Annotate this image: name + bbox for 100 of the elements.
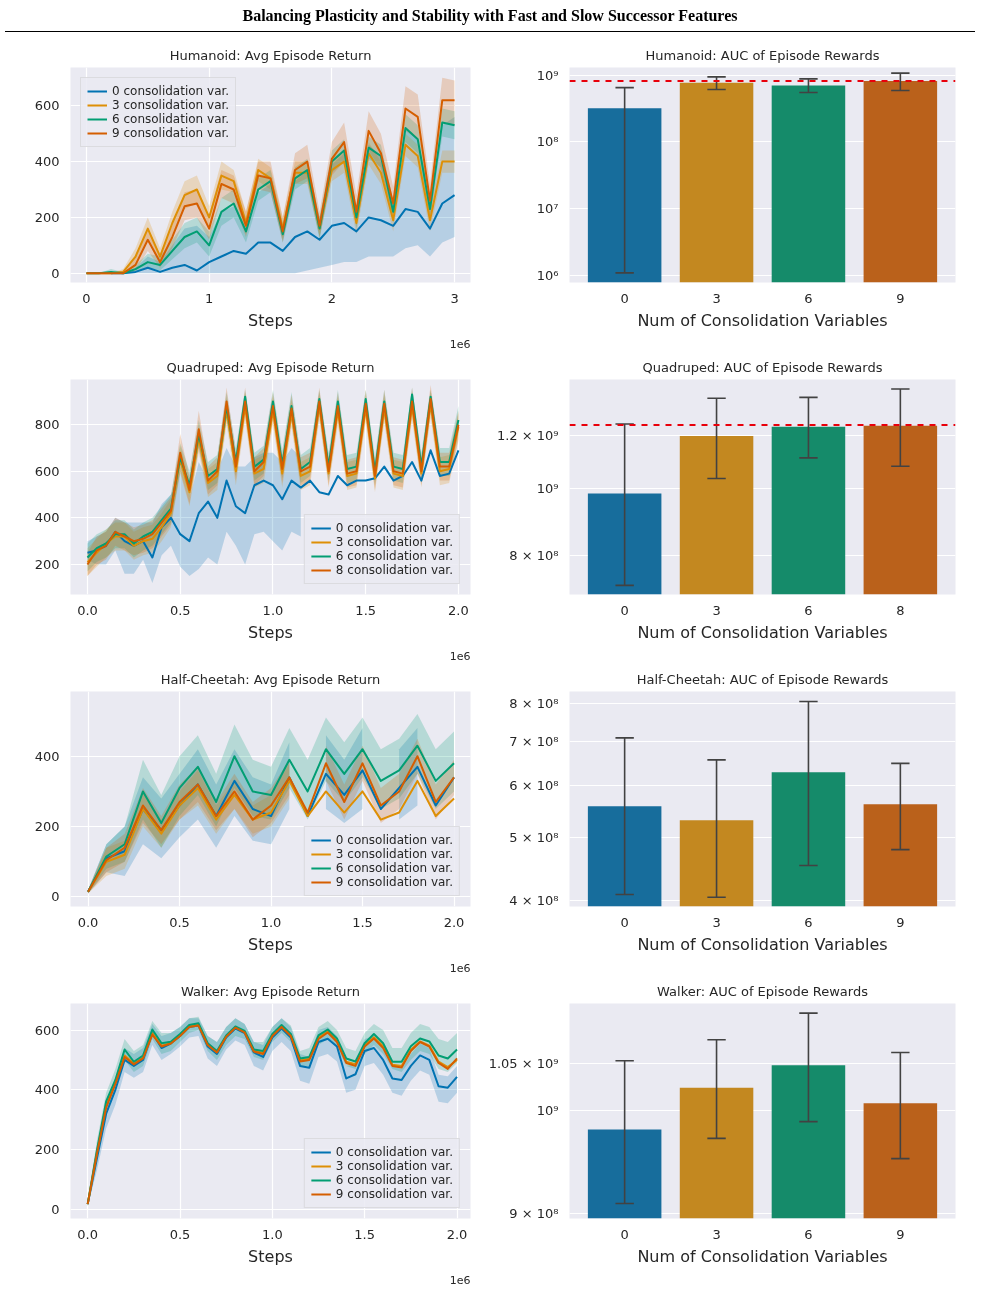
x-tick-label: 2.0 — [448, 602, 469, 618]
y-tick-label: 10⁹ — [536, 1103, 559, 1119]
x-tick-label: 0 — [620, 602, 629, 618]
y-tick-label: 600 — [34, 1022, 60, 1038]
legend-label: 3 consolidation var. — [112, 98, 230, 112]
x-tick-label: 0.0 — [77, 1226, 99, 1242]
x-tick-label: 0.5 — [169, 914, 190, 930]
y-tick-label: 10⁷ — [536, 201, 559, 217]
x-tick-label: 8 — [896, 602, 905, 618]
x-tick-label: 0.5 — [169, 602, 191, 618]
legend-label: 3 consolidation var. — [335, 847, 453, 861]
y-tick-label: 1.2 × 10⁹ — [496, 427, 559, 443]
y-tick-label: 8 × 10⁸ — [509, 696, 559, 712]
x-tick-label: 3 — [712, 1226, 721, 1242]
x-tick-label: 9 — [896, 914, 905, 930]
y-tick-label: 200 — [34, 209, 60, 225]
x-tick-label: 1.0 — [260, 914, 282, 930]
legend-label: 6 consolidation var. — [112, 112, 230, 126]
text: 1e6 — [449, 961, 471, 975]
x-axis-title: Num of Consolidation Variables — [637, 934, 888, 954]
x-tick-label: 0.0 — [77, 602, 98, 618]
y-tick-label: 5 × 10⁸ — [509, 829, 559, 845]
x-tick-label: 0 — [620, 290, 629, 306]
legend-label: 6 consolidation var. — [335, 1173, 453, 1187]
x-tick-label: 6 — [804, 914, 813, 930]
x-tick-label: 6 — [804, 602, 813, 618]
x-tick-label: 0.5 — [169, 1226, 191, 1242]
y-tick-label: 200 — [34, 1142, 60, 1158]
x-tick-label: 3 — [712, 290, 721, 306]
y-tick-label: 800 — [34, 417, 60, 433]
x-tick-label: 0 — [620, 914, 629, 930]
x-tick-label: 6 — [804, 290, 813, 306]
x-tick-label: 1.5 — [352, 914, 373, 930]
x-tick-label: 1 — [205, 290, 214, 306]
chart-title: Quadruped: Avg Episode Return — [166, 359, 375, 375]
y-tick-label: 0 — [51, 889, 60, 905]
x-tick-label: 0 — [620, 1226, 629, 1242]
text: 1e6 — [449, 1273, 471, 1287]
y-tick-label: 4 × 10⁸ — [509, 893, 559, 909]
y-tick-label: 200 — [34, 556, 60, 572]
x-tick-label: 2.0 — [446, 1226, 468, 1242]
chart-title: Walker: AUC of Episode Rewards — [657, 983, 869, 999]
x-axis-title: Steps — [248, 934, 293, 954]
x-axis-title: Steps — [248, 310, 293, 330]
legend-label: 0 consolidation var. — [335, 833, 453, 847]
x-axis-title: Steps — [248, 1246, 293, 1266]
y-tick-label: 10⁹ — [536, 481, 559, 497]
text: 1e6 — [449, 649, 471, 663]
chart-title: Walker: Avg Episode Return — [181, 983, 360, 999]
y-tick-label: 400 — [34, 748, 60, 764]
x-tick-label: 2 — [327, 290, 336, 306]
y-tick-label: 7 × 10⁸ — [509, 734, 559, 750]
chart-title: Humanoid: AUC of Episode Rewards — [645, 47, 880, 63]
y-tick-label: 0 — [51, 1201, 60, 1217]
chart-title: Quadruped: AUC of Episode Rewards — [642, 359, 883, 375]
y-tick-label: 0 — [51, 265, 60, 281]
legend-label: 0 consolidation var. — [335, 1145, 453, 1159]
legend-label: 3 consolidation var. — [335, 1159, 453, 1173]
x-tick-label: 9 — [896, 290, 905, 306]
x-axis-title: Steps — [248, 622, 293, 642]
text: Balancing Plasticity and Stability with Fast and Slow Successor Features — [5, 5, 975, 32]
x-tick-label: 3 — [712, 602, 721, 618]
x-tick-label: 0.0 — [77, 914, 99, 930]
x-axis-title: Num of Consolidation Variables — [637, 310, 888, 330]
y-tick-label: 1.05 × 10⁹ — [488, 1056, 559, 1072]
x-tick-label: 1.0 — [262, 1226, 283, 1242]
chart-title: Humanoid: Avg Episode Return — [169, 47, 372, 63]
x-tick-label: 1.0 — [262, 602, 284, 618]
legend-label: 0 consolidation var. — [112, 84, 230, 98]
legend-label: 9 consolidation var. — [112, 126, 230, 140]
y-tick-label: 400 — [34, 154, 60, 170]
chart-title: Half-Cheetah: Avg Episode Return — [160, 671, 381, 687]
y-tick-label: 10⁸ — [536, 134, 559, 150]
x-tick-label: 2.0 — [443, 914, 465, 930]
x-tick-label: 0 — [82, 290, 91, 306]
y-tick-label: 200 — [34, 819, 60, 835]
y-tick-label: 400 — [34, 1082, 60, 1098]
y-tick-label: 8 × 10⁸ — [509, 547, 559, 563]
x-axis-title: Num of Consolidation Variables — [637, 622, 888, 642]
legend-label: 6 consolidation var. — [335, 549, 453, 563]
y-tick-label: 10⁹ — [536, 67, 559, 83]
text: 1e6 — [449, 337, 471, 351]
legend-label: 6 consolidation var. — [335, 861, 453, 875]
legend-label: 0 consolidation var. — [335, 521, 453, 535]
x-tick-label: 6 — [804, 1226, 813, 1242]
legend-label: 8 consolidation var. — [335, 563, 453, 577]
y-tick-label: 10⁶ — [536, 268, 559, 284]
y-tick-label: 400 — [34, 510, 60, 526]
x-tick-label: 1.5 — [355, 602, 377, 618]
chart-title: Half-Cheetah: AUC of Episode Rewards — [636, 671, 889, 687]
y-tick-label: 600 — [34, 463, 60, 479]
y-tick-label: 6 × 10⁸ — [509, 778, 559, 794]
y-tick-label: 9 × 10⁸ — [509, 1205, 559, 1221]
x-axis-title: Num of Consolidation Variables — [637, 1246, 888, 1266]
legend-label: 9 consolidation var. — [335, 875, 453, 889]
x-tick-label: 1.5 — [354, 1226, 376, 1242]
x-tick-label: 3 — [712, 914, 721, 930]
legend-label: 3 consolidation var. — [335, 535, 453, 549]
x-tick-label: 3 — [450, 290, 459, 306]
legend-label: 9 consolidation var. — [335, 1187, 453, 1201]
